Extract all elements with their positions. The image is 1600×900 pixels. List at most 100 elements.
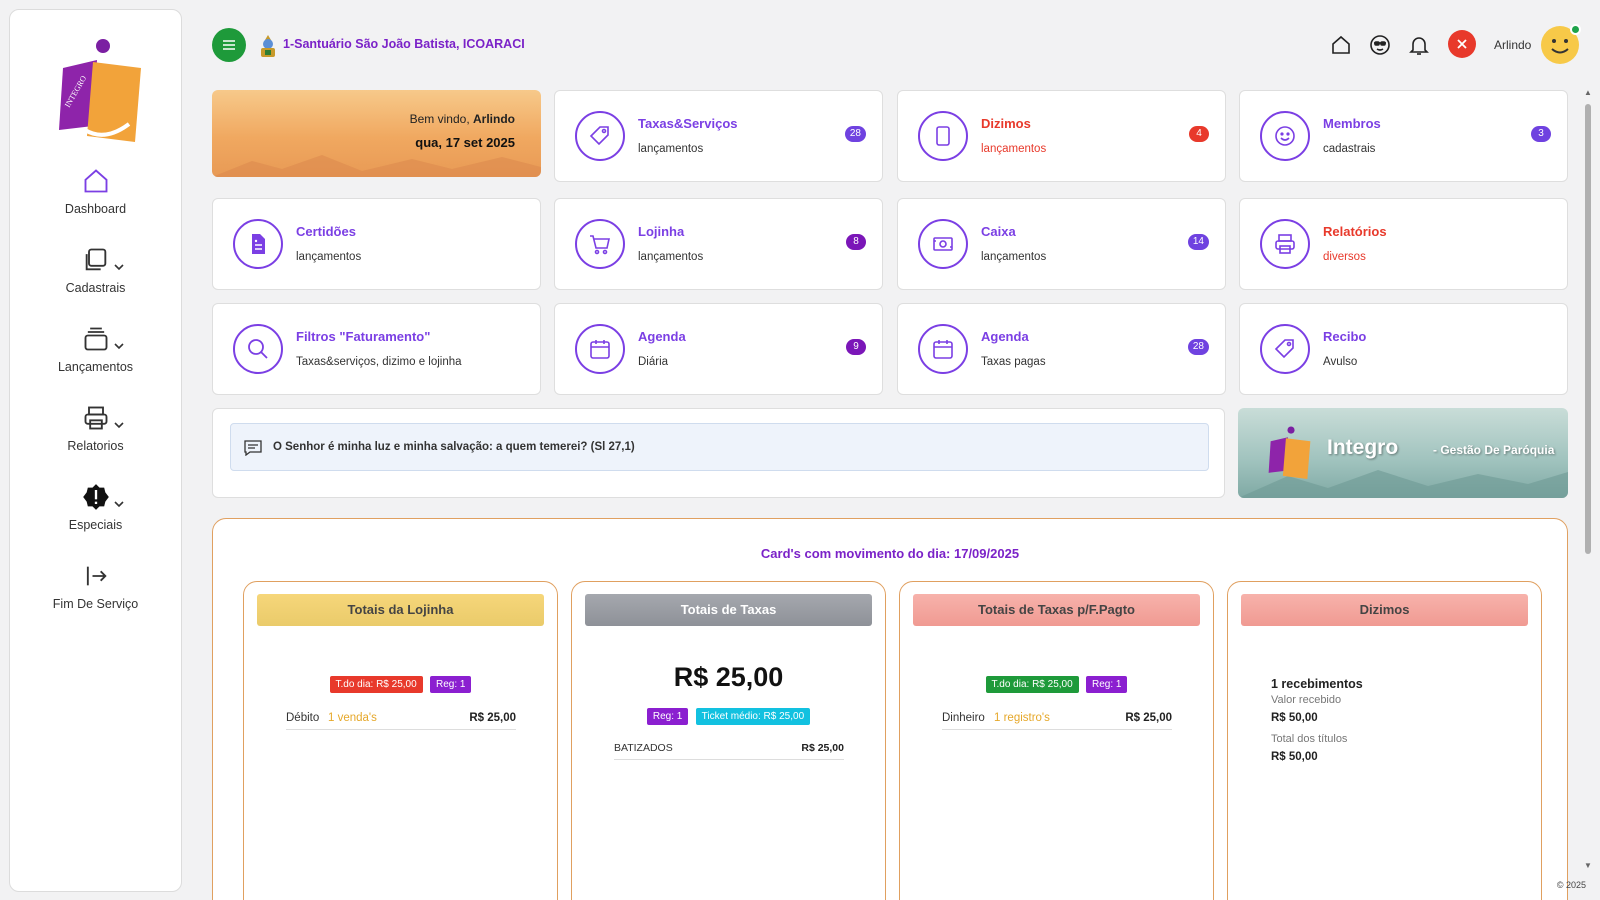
card-header: Totais de Taxas p/F.Pagto: [913, 594, 1200, 626]
dizimos-card: Dizimos 1 recebimentos Valor recebido R$…: [1227, 581, 1542, 900]
welcome-greeting: Bem vindo, Arlindo: [410, 112, 515, 126]
payment-row: Débito 1 venda's R$ 25,00: [286, 708, 516, 730]
card-subtitle: lançamentos: [296, 251, 362, 263]
menu-button[interactable]: [212, 28, 246, 62]
sidebar-item-relatorios[interactable]: Relatorios: [10, 404, 181, 453]
payment-method: Dinheiro: [942, 712, 985, 724]
count-badge: 28: [844, 126, 866, 142]
printer-icon: [1275, 234, 1295, 254]
verse-box: O Senhor é minha luz e minha salvação: a…: [230, 423, 1209, 471]
scrollbar-thumb[interactable]: [1585, 104, 1591, 554]
card-agenda-diaria[interactable]: Agenda Diária 9: [554, 303, 883, 395]
sidebar-item-lancamentos[interactable]: Lançamentos: [10, 325, 181, 374]
count-badge: 4: [1189, 126, 1209, 142]
calendar-icon: [590, 340, 610, 359]
card-title: Agenda: [638, 329, 686, 344]
card-agenda-taxas-pagas[interactable]: Agenda Taxas pagas 28: [897, 303, 1226, 395]
verse-panel: O Senhor é minha luz e minha salvação: a…: [212, 408, 1225, 498]
card-filtros-faturamento[interactable]: Filtros "Faturamento" Taxas&serviços, di…: [212, 303, 541, 395]
card-taxas-servicos[interactable]: Taxas&Serviços lançamentos 28: [554, 90, 883, 182]
records-count: 1 registro's: [994, 712, 1050, 724]
card-title: Recibo: [1323, 329, 1367, 344]
sidebar-item-label: Dashboard: [64, 202, 127, 216]
totals-lojinha-card: Totais da Lojinha T.do dia: R$ 25,00 Reg…: [243, 581, 558, 900]
card-subtitle: Taxas pagas: [981, 356, 1046, 368]
online-status-dot: [1570, 24, 1581, 35]
mountain-decoration: [1238, 470, 1568, 498]
count-badge: 9: [846, 339, 866, 355]
card-title: Agenda: [981, 329, 1029, 344]
sidebar-item-fim-de-servico[interactable]: Fim De Serviço: [10, 562, 181, 611]
copy-icon: [82, 246, 110, 274]
church-emblem-icon: [261, 35, 275, 57]
daily-movement-panel: Card's com movimento do dia: 17/09/2025 …: [212, 518, 1568, 900]
home-icon: [82, 167, 110, 195]
avatar[interactable]: [1541, 24, 1581, 64]
sidebar-item-label: Cadastrais: [65, 281, 126, 295]
bell-icon[interactable]: [1407, 33, 1431, 57]
card-title: Dizimos: [981, 116, 1031, 131]
hamburger-icon: [223, 40, 235, 50]
landscape-decoration: [212, 155, 541, 177]
card-recibo[interactable]: Recibo Avulso: [1239, 303, 1568, 395]
card-title: Membros: [1323, 116, 1381, 131]
card-title: Relatórios: [1323, 224, 1387, 239]
smile-icon: [1275, 126, 1295, 146]
reg-pill: Reg: 1: [430, 676, 472, 693]
card-certidoes[interactable]: Certidões lançamentos: [212, 198, 541, 290]
sidebar-item-cadastrais[interactable]: Cadastrais: [10, 246, 181, 295]
integro-logo-small: [1268, 426, 1311, 479]
card-lojinha[interactable]: Lojinha lançamentos 8: [554, 198, 883, 290]
chevron-down-icon: [114, 501, 124, 508]
sidebar-item-label: Lançamentos: [57, 360, 134, 374]
card-membros[interactable]: Membros cadastrais 3: [1239, 90, 1568, 182]
scroll-up-arrow[interactable]: ▲: [1584, 88, 1592, 97]
church-name[interactable]: 1-Santuário São João Batista, ICOARACI: [283, 37, 525, 51]
payment-value: R$ 25,00: [469, 712, 516, 724]
card-title: Filtros "Faturamento": [296, 329, 431, 344]
tablet-icon: [936, 126, 950, 146]
home-icon[interactable]: [1329, 33, 1353, 57]
card-title: Certidões: [296, 224, 356, 239]
sidebar-item-especiais[interactable]: Especiais: [10, 483, 181, 532]
banner-subtitle: - Gestão De Paróquia: [1433, 443, 1555, 457]
card-subtitle: lançamentos: [981, 251, 1047, 263]
big-total: R$ 25,00: [673, 662, 784, 692]
card-subtitle: Diária: [638, 356, 669, 368]
calendar-icon: [933, 340, 953, 359]
sidebar-item-label: Relatorios: [67, 439, 124, 453]
count-badge: 28: [1187, 339, 1209, 355]
totals-taxas-fpagto-card: Totais de Taxas p/F.Pagto T.do dia: R$ 2…: [899, 581, 1214, 900]
sidebar-item-dashboard[interactable]: Dashboard: [10, 167, 181, 216]
cash-icon: [933, 237, 953, 251]
close-button[interactable]: [1448, 30, 1476, 58]
integro-logo: INTEGRO: [59, 39, 141, 142]
sidebar: INTEGRO Dashboard Cadastrais Lançamentos…: [9, 9, 182, 892]
sales-count: 1 venda's: [328, 712, 377, 724]
welcome-date: qua, 17 set 2025: [415, 135, 515, 150]
welcome-banner: Bem vindo, Arlindo qua, 17 set 2025: [212, 90, 541, 177]
card-relatorios[interactable]: Relatórios diversos: [1239, 198, 1568, 290]
service-value: R$ 25,00: [801, 742, 844, 754]
verse-text: O Senhor é minha luz e minha salvação: a…: [273, 441, 635, 453]
greeting-name: Arlindo: [473, 112, 515, 126]
received-value: R$ 50,00: [1271, 712, 1318, 724]
user-name: Arlindo: [1494, 38, 1532, 52]
scroll-down-arrow[interactable]: ▼: [1584, 861, 1592, 870]
scrollbar[interactable]: ▲ ▼: [1583, 88, 1593, 870]
sunglasses-face-icon[interactable]: [1368, 33, 1392, 57]
ticket-pill: Ticket médio: R$ 25,00: [695, 708, 811, 725]
cart-icon: [590, 235, 610, 255]
tag-icon: [589, 126, 609, 146]
card-caixa[interactable]: Caixa lançamentos 14: [897, 198, 1226, 290]
card-subtitle: lançamentos: [638, 143, 704, 155]
printer-icon: [82, 404, 110, 432]
day-total-pill: T.do dia: R$ 25,00: [329, 676, 423, 693]
chevron-down-icon: [114, 343, 124, 350]
alert-badge-icon: [82, 483, 110, 511]
payment-row: Dinheiro 1 registro's R$ 25,00: [942, 708, 1172, 730]
received-label: Valor recebido: [1271, 694, 1342, 706]
card-dizimos[interactable]: Dizimos lançamentos 4: [897, 90, 1226, 182]
card-header: Totais da Lojinha: [257, 594, 544, 626]
payment-method: Débito: [286, 712, 320, 724]
